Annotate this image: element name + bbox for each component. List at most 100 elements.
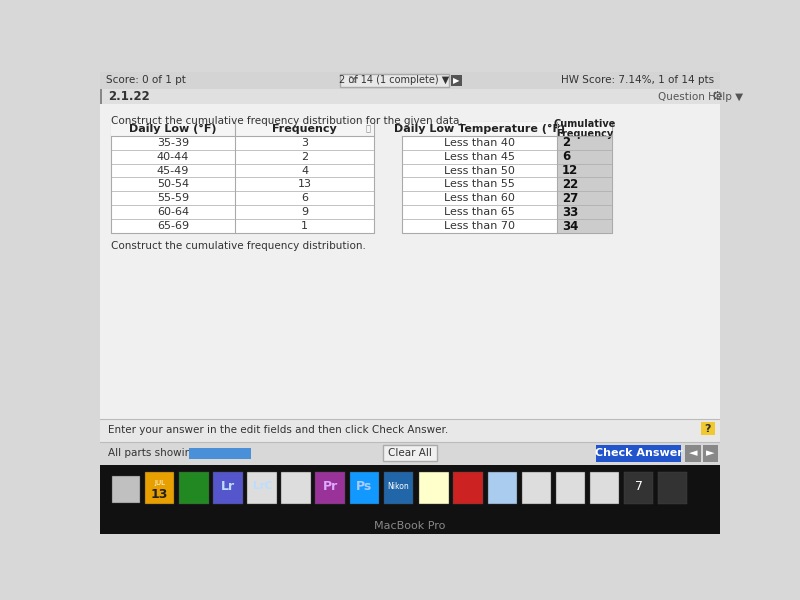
Bar	[384, 472, 413, 504]
Text: 7: 7	[634, 480, 642, 493]
Text: 4: 4	[301, 166, 308, 176]
Bar	[350, 472, 379, 504]
Text: Less than 70: Less than 70	[444, 221, 515, 231]
Bar	[558, 150, 611, 164]
Text: 13: 13	[151, 488, 168, 501]
Text: 34: 34	[562, 220, 578, 232]
Text: Check Answer: Check Answer	[594, 448, 682, 458]
Bar	[487, 472, 517, 504]
Bar	[402, 122, 611, 233]
Text: Cumulative
Frequency: Cumulative Frequency	[553, 119, 615, 139]
Text: Less than 65: Less than 65	[444, 207, 515, 217]
Text: 9: 9	[301, 207, 308, 217]
Bar	[658, 472, 687, 504]
Text: 45-49: 45-49	[157, 166, 189, 176]
Text: 33: 33	[562, 206, 578, 218]
Bar	[100, 464, 720, 518]
Bar	[454, 472, 483, 504]
Text: MacBook Pro: MacBook Pro	[374, 521, 446, 532]
Text: Frequency: Frequency	[272, 124, 337, 134]
Bar	[558, 136, 611, 150]
Bar	[189, 448, 251, 458]
Bar	[315, 472, 345, 504]
Text: ▶: ▶	[454, 76, 460, 85]
Text: Less than 55: Less than 55	[444, 179, 515, 190]
Text: JUL: JUL	[154, 480, 165, 486]
Bar	[100, 419, 720, 442]
Text: LrC: LrC	[253, 481, 273, 491]
Text: Less than 45: Less than 45	[444, 152, 515, 161]
Text: Question Help ▼: Question Help ▼	[658, 92, 743, 101]
Bar	[558, 205, 611, 219]
Bar	[558, 164, 611, 178]
Text: ⬜: ⬜	[366, 124, 370, 133]
Text: Ps: Ps	[356, 480, 373, 493]
Text: 40-44: 40-44	[157, 152, 189, 161]
Text: HW Score: 7.14%, 1 of 14 pts: HW Score: 7.14%, 1 of 14 pts	[561, 76, 714, 85]
Text: Score: 0 of 1 pt: Score: 0 of 1 pt	[106, 76, 186, 85]
Bar	[179, 472, 209, 504]
Text: Daily Low (°F): Daily Low (°F)	[129, 124, 217, 134]
Bar	[522, 472, 551, 504]
Text: 55-59: 55-59	[157, 193, 189, 203]
Bar	[624, 472, 654, 504]
Text: 22: 22	[562, 178, 578, 191]
Text: ►: ►	[706, 448, 715, 458]
Bar	[100, 89, 720, 104]
Text: 50-54: 50-54	[157, 179, 189, 190]
Bar	[402, 122, 611, 136]
Bar	[701, 422, 714, 436]
Text: ⚙: ⚙	[712, 90, 723, 103]
Bar	[247, 472, 277, 504]
Bar	[100, 442, 720, 464]
Text: Pr: Pr	[322, 480, 338, 493]
Text: 2 of 14 (1 complete) ▼: 2 of 14 (1 complete) ▼	[339, 76, 450, 85]
Text: Construct the cumulative frequency distribution.: Construct the cumulative frequency distr…	[111, 241, 366, 251]
Text: ?: ?	[704, 424, 711, 434]
Text: Daily Low Temperature (°F): Daily Low Temperature (°F)	[394, 124, 566, 134]
Text: ◄: ◄	[689, 448, 697, 458]
Bar	[558, 219, 611, 233]
Bar	[145, 472, 174, 504]
Text: Enter your answer in the edit fields and then click Check Answer.: Enter your answer in the edit fields and…	[108, 425, 448, 435]
Text: Clear All: Clear All	[388, 448, 432, 458]
Text: 60-64: 60-64	[157, 207, 189, 217]
Bar	[596, 445, 682, 461]
Text: Nikon: Nikon	[387, 482, 410, 491]
Text: Less than 50: Less than 50	[444, 166, 515, 176]
Bar	[111, 122, 374, 233]
Text: 2: 2	[301, 152, 308, 161]
Bar	[451, 75, 462, 86]
Text: 3: 3	[301, 138, 308, 148]
Bar	[383, 445, 437, 461]
Text: 6: 6	[562, 150, 570, 163]
Bar	[419, 472, 449, 504]
Text: 65-69: 65-69	[157, 221, 189, 231]
Bar	[340, 74, 449, 88]
Bar	[213, 472, 242, 504]
Text: 2.1.22: 2.1.22	[108, 90, 150, 103]
Bar	[558, 178, 611, 191]
Bar	[100, 518, 720, 534]
Text: 12: 12	[562, 164, 578, 177]
Bar	[556, 472, 585, 504]
Text: 1: 1	[301, 221, 308, 231]
Text: All parts showing: All parts showing	[108, 448, 198, 458]
Bar	[703, 445, 718, 461]
Bar	[111, 122, 374, 136]
Text: Less than 40: Less than 40	[444, 138, 515, 148]
Text: 6: 6	[301, 193, 308, 203]
Text: Construct the cumulative frequency distribution for the given data.: Construct the cumulative frequency distr…	[111, 116, 462, 126]
Text: 13: 13	[298, 179, 312, 190]
Text: ☞: ☞	[348, 74, 359, 87]
Bar	[100, 89, 102, 104]
Text: Lr: Lr	[221, 480, 235, 493]
Bar	[112, 476, 139, 503]
Bar	[100, 104, 720, 419]
Bar	[590, 472, 619, 504]
Bar	[558, 191, 611, 205]
Text: 35-39: 35-39	[157, 138, 189, 148]
Text: 2: 2	[562, 136, 570, 149]
Bar	[282, 472, 310, 504]
Text: 27: 27	[562, 192, 578, 205]
